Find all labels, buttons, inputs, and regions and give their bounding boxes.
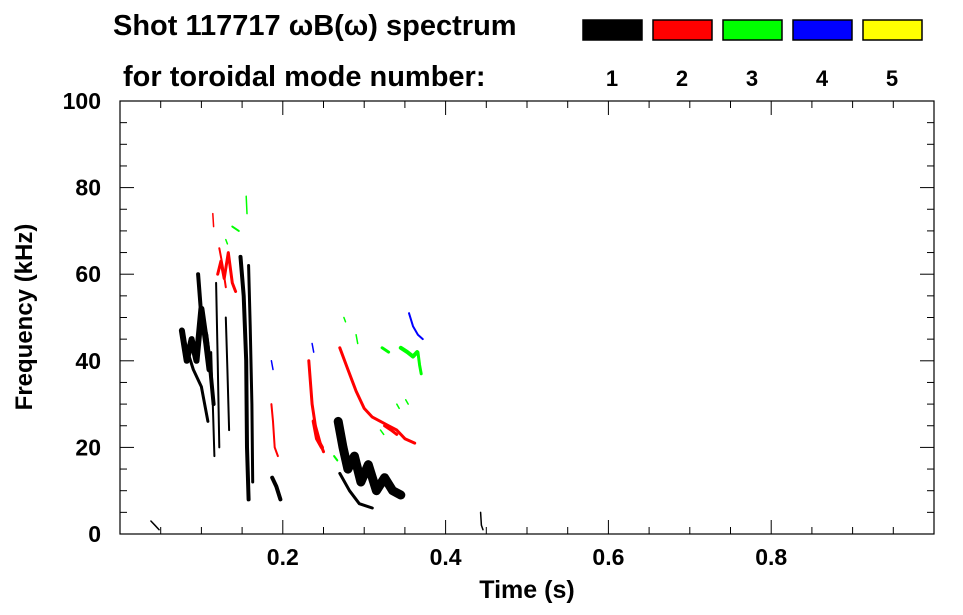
series-n2 [212, 212, 417, 458]
series-n1-trace [479, 511, 484, 531]
legend-swatch-2 [652, 19, 713, 41]
y-tick-label: 100 [63, 88, 101, 114]
y-tick-label: 60 [75, 261, 101, 287]
series-n3-trace [404, 399, 409, 405]
series-n4 [270, 312, 424, 371]
series-n3-trace [416, 350, 423, 376]
legend-swatch-1 [582, 19, 643, 41]
series-n1-trace [238, 254, 251, 502]
legend-label-1: 1 [606, 66, 618, 91]
series-n1-trace [196, 272, 216, 407]
series-n1-trace [215, 281, 221, 449]
series-n1-trace [270, 475, 283, 502]
tick-labels: 0.2 0.4 0.6 0.8 0 20 40 60 80 100 [63, 88, 788, 570]
legend-label-5: 5 [886, 66, 898, 91]
x-tick-label: 0.8 [755, 544, 787, 570]
series-n4-trace [311, 342, 315, 353]
series-n1-trace [224, 316, 231, 432]
series-n3-trace [343, 316, 347, 323]
series-n2-trace [383, 424, 399, 436]
series-n3-trace [245, 195, 248, 215]
plot-frame [119, 100, 935, 535]
legend: 1 2 3 4 5 [582, 19, 923, 91]
y-axis-label: Frequency (kHz) [11, 224, 38, 411]
series-n1-trace [333, 416, 406, 500]
series-n3-trace [355, 334, 359, 345]
series-n1-trace [338, 471, 374, 510]
series-n1-trace [150, 520, 160, 531]
y-tick-label: 40 [75, 348, 101, 374]
legend-swatch-3 [722, 19, 783, 41]
plot-area [150, 195, 484, 531]
legend-swatch-4 [792, 19, 853, 41]
series-n2-trace [270, 403, 279, 458]
series-n3 [225, 195, 423, 462]
series-n1-trace [210, 351, 216, 458]
series-n4-trace [408, 312, 424, 341]
series-n2-trace [338, 346, 417, 445]
legend-label-2: 2 [676, 66, 688, 91]
series-n2-trace [212, 212, 215, 228]
series-n3-trace [231, 225, 240, 232]
x-axis-label: Time (s) [479, 576, 574, 604]
x-tick-label: 0.2 [267, 544, 299, 570]
series-n3-trace [225, 238, 229, 245]
series-n1-trace [247, 264, 255, 484]
legend-label-3: 3 [746, 66, 758, 91]
series-n4-trace [270, 360, 274, 371]
series-n3-trace [398, 345, 420, 359]
y-tick-label: 20 [75, 434, 101, 460]
series-n2-trace [218, 247, 227, 289]
y-tick-label: 0 [88, 521, 101, 547]
series-n1 [150, 254, 484, 531]
axis-ticks [120, 101, 934, 534]
series-n3-trace [379, 429, 385, 436]
y-tick-label: 80 [75, 175, 101, 201]
series-n2-trace [311, 419, 324, 450]
series-n3-trace [396, 403, 400, 410]
legend-label-4: 4 [816, 66, 829, 91]
series-n2-trace [216, 251, 238, 293]
x-tick-label: 0.6 [592, 544, 624, 570]
chart-title: Shot 117717 ωB(ω) spectrum [113, 10, 517, 42]
x-tick-label: 0.4 [430, 544, 462, 570]
series-n3-trace [333, 455, 339, 462]
chart-subtitle: for toroidal mode number: [123, 61, 486, 93]
series-n1-trace [183, 342, 210, 423]
series-n3-trace [380, 346, 391, 354]
legend-swatch-5 [862, 19, 923, 41]
